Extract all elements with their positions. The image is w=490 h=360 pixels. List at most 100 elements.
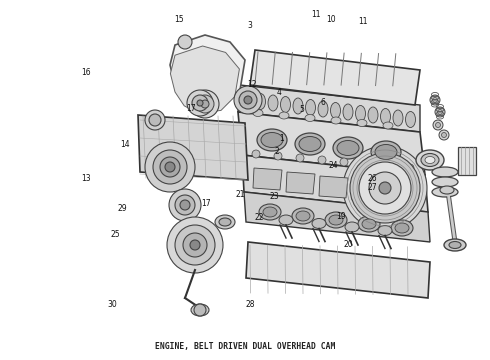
Circle shape (239, 91, 257, 109)
Ellipse shape (261, 132, 283, 148)
Ellipse shape (305, 114, 315, 122)
Circle shape (149, 114, 161, 126)
Ellipse shape (296, 211, 310, 221)
Polygon shape (253, 168, 282, 190)
Circle shape (167, 217, 223, 273)
Text: 11: 11 (358, 17, 368, 26)
Ellipse shape (356, 105, 366, 122)
Circle shape (359, 162, 411, 214)
Circle shape (406, 164, 414, 172)
Polygon shape (238, 112, 425, 175)
Text: 15: 15 (174, 15, 184, 24)
Circle shape (169, 189, 201, 221)
Ellipse shape (432, 167, 458, 177)
Circle shape (194, 304, 206, 316)
Text: 23: 23 (270, 192, 279, 201)
Text: 3: 3 (247, 21, 252, 30)
Circle shape (175, 225, 215, 265)
Text: 5: 5 (299, 105, 304, 114)
Text: 17: 17 (201, 199, 211, 208)
Circle shape (201, 100, 209, 108)
Ellipse shape (337, 140, 359, 156)
Ellipse shape (343, 104, 353, 120)
Circle shape (274, 152, 282, 160)
Ellipse shape (299, 136, 321, 152)
Ellipse shape (421, 153, 439, 166)
Polygon shape (385, 184, 414, 206)
Circle shape (438, 109, 442, 114)
Ellipse shape (293, 98, 303, 114)
Text: 22: 22 (255, 213, 265, 222)
Polygon shape (250, 50, 420, 105)
Ellipse shape (325, 212, 347, 228)
Polygon shape (242, 155, 428, 212)
Circle shape (384, 162, 392, 170)
Polygon shape (246, 242, 430, 298)
Polygon shape (238, 85, 420, 132)
Ellipse shape (432, 187, 458, 197)
Circle shape (340, 158, 348, 166)
Ellipse shape (383, 122, 393, 129)
Circle shape (252, 150, 260, 158)
Circle shape (191, 90, 219, 118)
Circle shape (433, 120, 443, 130)
Circle shape (180, 200, 190, 210)
Circle shape (153, 150, 187, 184)
Ellipse shape (333, 137, 363, 159)
Ellipse shape (375, 144, 397, 159)
Text: 14: 14 (120, 140, 130, 149)
Polygon shape (170, 35, 245, 108)
Text: 25: 25 (110, 230, 120, 239)
Text: 29: 29 (118, 204, 127, 213)
Ellipse shape (305, 99, 316, 116)
Ellipse shape (449, 242, 461, 248)
Circle shape (439, 130, 449, 140)
Circle shape (178, 35, 192, 49)
Polygon shape (319, 176, 348, 198)
Circle shape (430, 95, 440, 105)
Circle shape (190, 240, 200, 250)
Ellipse shape (263, 207, 277, 217)
Ellipse shape (368, 107, 378, 123)
Ellipse shape (416, 150, 444, 170)
Polygon shape (171, 46, 240, 113)
Ellipse shape (253, 109, 263, 117)
Text: 27: 27 (368, 183, 377, 192)
Ellipse shape (215, 215, 235, 229)
Ellipse shape (259, 204, 281, 220)
Ellipse shape (330, 103, 341, 118)
Circle shape (296, 154, 304, 162)
Circle shape (318, 156, 326, 164)
Polygon shape (352, 180, 381, 202)
Text: 4: 4 (277, 89, 282, 98)
Ellipse shape (444, 239, 466, 251)
Circle shape (343, 146, 427, 230)
Ellipse shape (331, 117, 341, 124)
Circle shape (197, 100, 203, 106)
Circle shape (175, 195, 195, 215)
Text: 10: 10 (326, 15, 336, 24)
Circle shape (145, 110, 165, 130)
Ellipse shape (395, 223, 409, 233)
Ellipse shape (280, 96, 291, 112)
Ellipse shape (391, 220, 413, 236)
Circle shape (379, 182, 391, 194)
Text: 20: 20 (343, 240, 353, 249)
Ellipse shape (329, 215, 343, 225)
Circle shape (350, 153, 420, 223)
Polygon shape (138, 115, 248, 180)
Text: 30: 30 (108, 300, 118, 309)
Text: 12: 12 (247, 80, 257, 89)
Ellipse shape (318, 101, 328, 117)
Circle shape (160, 157, 180, 177)
Ellipse shape (312, 219, 326, 229)
Text: 16: 16 (81, 68, 91, 77)
Circle shape (362, 160, 370, 168)
Ellipse shape (243, 92, 253, 108)
Ellipse shape (191, 304, 209, 316)
Circle shape (369, 172, 401, 204)
Ellipse shape (255, 94, 266, 109)
Ellipse shape (345, 222, 359, 232)
Ellipse shape (393, 110, 403, 126)
Text: 26: 26 (368, 174, 377, 183)
